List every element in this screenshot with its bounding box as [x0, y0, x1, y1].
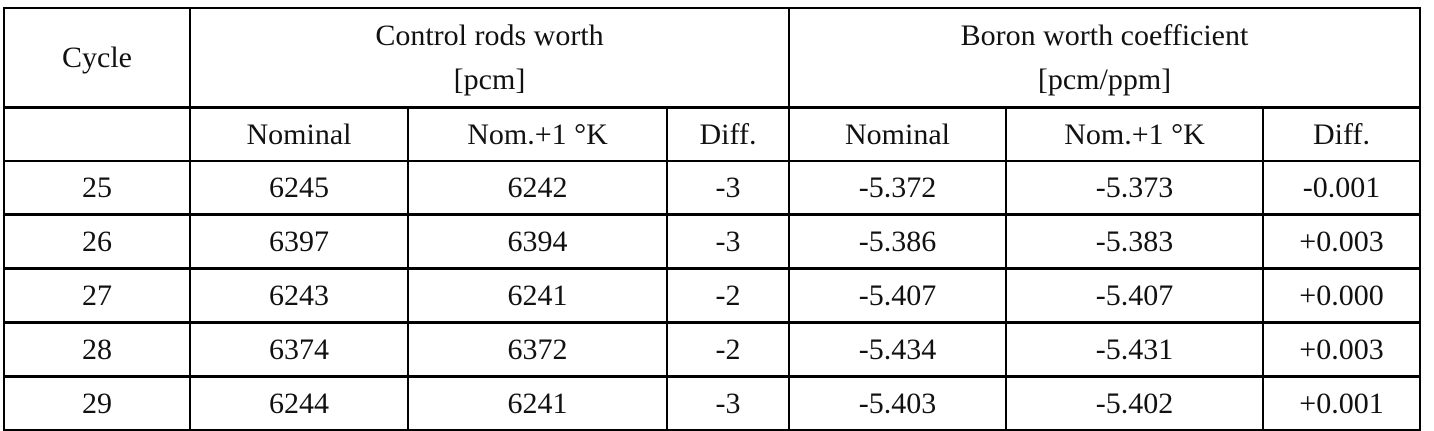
data-table: Cycle Control rods worth [pcm] Boron wor…: [3, 7, 1421, 431]
group-unit: [pcm]: [453, 62, 526, 96]
cycle-cell: 29: [3, 375, 191, 431]
empty-cell: [3, 106, 191, 162]
boron-worth-header: Boron worth coefficient [pcm/ppm]: [788, 7, 1421, 109]
value-cell: 6372: [407, 321, 668, 378]
cycle-cell: 27: [3, 267, 191, 324]
value-cell: 6397: [189, 213, 409, 270]
table-row: 28 6374 6372 -2 -5.434 -5.431 +0.003: [3, 321, 1421, 378]
value-cell: -2: [666, 267, 790, 324]
value-cell: 6242: [407, 160, 668, 216]
group-title: Control rods worth: [375, 18, 604, 52]
value-cell: -3: [666, 375, 790, 431]
value-cell: -5.403: [788, 375, 1007, 431]
subheader: Nominal: [788, 106, 1007, 162]
value-cell: 6244: [189, 375, 409, 431]
subheader: Nom.+1 °K: [407, 106, 668, 162]
control-rods-header: Control rods worth [pcm]: [189, 7, 790, 109]
group-unit: [pcm/ppm]: [1037, 62, 1172, 96]
group-title: Boron worth coefficient: [960, 18, 1249, 52]
value-cell: -2: [666, 321, 790, 378]
table-row: 27 6243 6241 -2 -5.407 -5.407 +0.000: [3, 267, 1421, 324]
value-cell: -5.407: [1005, 267, 1264, 324]
value-cell: -5.383: [1005, 213, 1264, 270]
value-cell: -5.402: [1005, 375, 1264, 431]
value-cell: -5.386: [788, 213, 1007, 270]
value-cell: 6241: [407, 375, 668, 431]
value-cell: +0.003: [1262, 213, 1421, 270]
value-cell: +0.003: [1262, 321, 1421, 378]
value-cell: -5.407: [788, 267, 1007, 324]
subheader: Diff.: [666, 106, 790, 162]
subheader: Nom.+1 °K: [1005, 106, 1264, 162]
subheader-row: Nominal Nom.+1 °K Diff. Nominal Nom.+1 °…: [3, 106, 1421, 162]
value-cell: 6394: [407, 213, 668, 270]
cycle-cell: 25: [3, 160, 191, 216]
cycle-header: Cycle: [3, 7, 191, 109]
value-cell: -5.372: [788, 160, 1007, 216]
value-cell: +0.001: [1262, 375, 1421, 431]
value-cell: 6241: [407, 267, 668, 324]
value-cell: -3: [666, 213, 790, 270]
value-cell: 6245: [189, 160, 409, 216]
table-row: 29 6244 6241 -3 -5.403 -5.402 +0.001: [3, 375, 1421, 431]
subheader: Nominal: [189, 106, 409, 162]
header-row: Cycle Control rods worth [pcm] Boron wor…: [3, 7, 1421, 109]
subheader: Diff.: [1262, 106, 1421, 162]
table-row: 26 6397 6394 -3 -5.386 -5.383 +0.003: [3, 213, 1421, 270]
value-cell: -3: [666, 160, 790, 216]
value-cell: -0.001: [1262, 160, 1421, 216]
value-cell: -5.373: [1005, 160, 1264, 216]
table-row: 25 6245 6242 -3 -5.372 -5.373 -0.001: [3, 160, 1421, 216]
value-cell: 6374: [189, 321, 409, 378]
cycle-cell: 26: [3, 213, 191, 270]
value-cell: +0.000: [1262, 267, 1421, 324]
cycle-cell: 28: [3, 321, 191, 378]
value-cell: -5.431: [1005, 321, 1264, 378]
value-cell: -5.434: [788, 321, 1007, 378]
value-cell: 6243: [189, 267, 409, 324]
